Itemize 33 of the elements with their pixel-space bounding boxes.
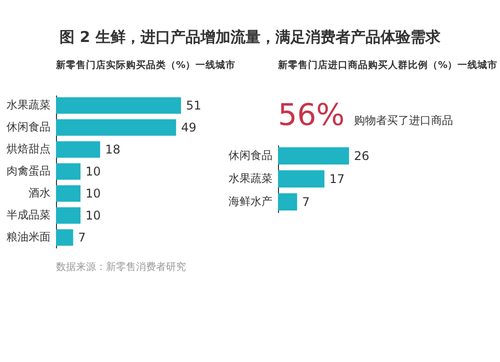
bar	[56, 97, 181, 114]
y-tick-label: 水果蔬菜	[228, 172, 272, 185]
y-tick-label: 烘焙甜点	[6, 142, 50, 156]
y-tick-label: 休闲食品	[6, 120, 50, 134]
bar	[56, 119, 176, 136]
y-tick-label: 粮油米面	[6, 230, 50, 244]
text: 56%	[278, 98, 345, 133]
bar	[56, 163, 81, 180]
text: 新零售门店进口商品购买人群比例（%）一线城市	[277, 59, 498, 71]
y-tick-label: 海鲜水产	[228, 194, 272, 208]
data-label: 7	[302, 194, 310, 209]
bar	[56, 185, 81, 202]
data-label: 7	[78, 230, 86, 244]
data-label: 10	[86, 164, 101, 178]
bar	[56, 141, 100, 158]
source-note: 数据来源：新零售消费者研究	[56, 261, 186, 273]
data-label: 10	[86, 208, 101, 222]
y-tick-label: 酒水	[28, 186, 50, 200]
bar	[56, 229, 74, 246]
data-label: 51	[186, 98, 202, 112]
chart-subtitle: 新零售门店实际购买品类（%）一线城市	[55, 59, 236, 71]
data-label: 17	[329, 172, 345, 186]
y-tick-label: 肉禽蛋品	[6, 164, 50, 178]
y-tick-label: 半成品菜	[6, 208, 50, 222]
bar	[56, 207, 81, 224]
y-tick-label: 休闲食品	[228, 148, 272, 162]
data-label: 26	[354, 148, 370, 163]
text: 图 2 生鲜，进口产品增加流量，满足消费者产品体验需求	[58, 27, 442, 48]
y-tick-label: 水果蔬菜	[6, 98, 50, 112]
data-label: 49	[181, 120, 196, 134]
text: 购物者买了进口商品	[354, 114, 453, 127]
data-label: 18	[105, 142, 120, 156]
data-label: 10	[86, 186, 101, 200]
